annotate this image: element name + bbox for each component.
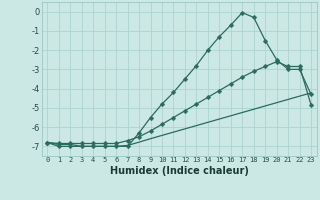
X-axis label: Humidex (Indice chaleur): Humidex (Indice chaleur) — [110, 166, 249, 176]
